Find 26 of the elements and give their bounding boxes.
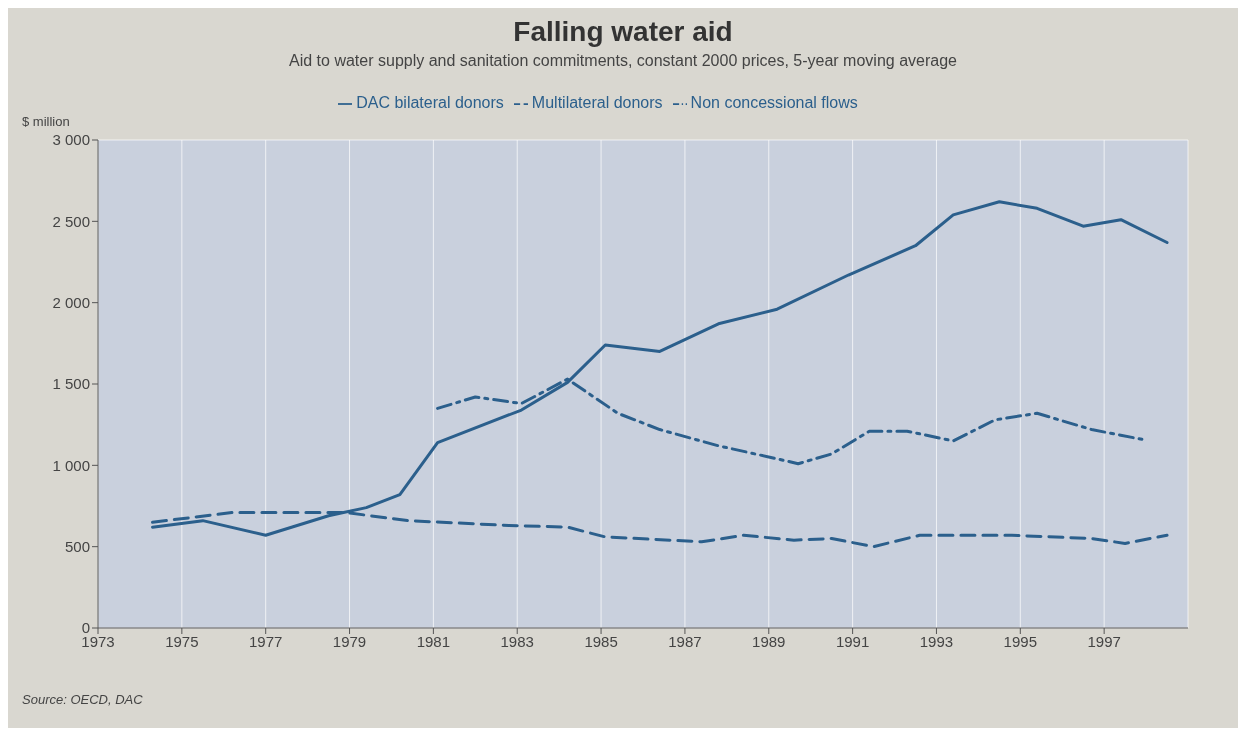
x-tick-label: 1997 bbox=[1087, 632, 1121, 650]
y-tick-label: 3 000 bbox=[52, 131, 90, 149]
y-axis-title: $ million bbox=[22, 114, 70, 129]
y-tick-label: 2 500 bbox=[52, 212, 90, 230]
line-series bbox=[436, 377, 1144, 466]
y-tick-label: 1 000 bbox=[52, 456, 90, 474]
source-note: Source: OECD, DAC bbox=[22, 692, 143, 707]
x-tick-label: 1977 bbox=[249, 632, 283, 650]
y-tick-label: 2 000 bbox=[52, 293, 90, 311]
legend-label: DAC bilateral donors bbox=[356, 94, 504, 111]
x-tick-label: 1983 bbox=[500, 632, 534, 650]
x-tick-label: 1989 bbox=[752, 632, 786, 650]
x-tick-label: 1975 bbox=[165, 632, 199, 650]
y-tick-label: 500 bbox=[64, 537, 90, 555]
x-tick-label: 1981 bbox=[416, 632, 451, 650]
x-tick-label: 1995 bbox=[1003, 632, 1037, 650]
x-tick-label: 1985 bbox=[584, 632, 618, 650]
legend-label: Non concessional flows bbox=[690, 94, 858, 111]
x-tick-label: 1987 bbox=[668, 632, 702, 650]
x-tick-label: 1993 bbox=[919, 632, 954, 650]
legend-label: Multilateral donors bbox=[531, 94, 663, 111]
y-tick-label: 1 500 bbox=[52, 375, 90, 393]
x-tick-label: 1991 bbox=[835, 632, 870, 650]
chart-title: Falling water aid bbox=[512, 15, 734, 48]
x-tick-label: 1979 bbox=[332, 632, 367, 650]
chart-subtitle: Aid to water supply and sanitation commitments, constant 2000 prices, 5-year moving average bbox=[288, 52, 958, 70]
